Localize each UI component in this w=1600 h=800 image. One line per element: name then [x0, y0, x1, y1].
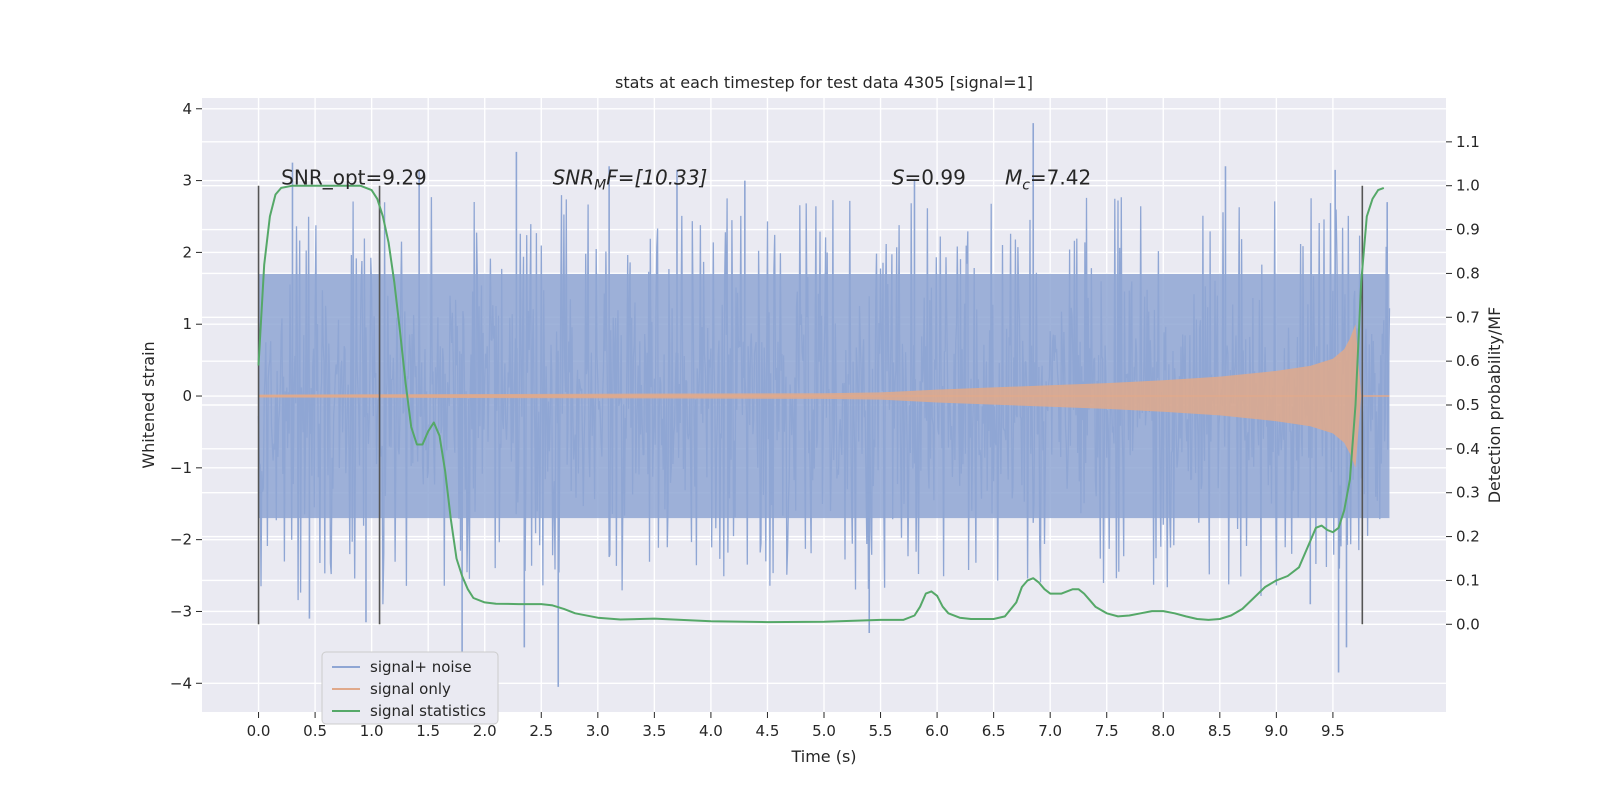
annotation-mc-subscript: c [1022, 178, 1030, 194]
annotation-s: S=0.99 [892, 166, 966, 190]
y-right-tick-label: 0.4 [1456, 440, 1480, 458]
annotation-s-value: =0.99 [905, 166, 966, 190]
x-tick-label: 8.5 [1208, 722, 1232, 740]
y-tick-label: 2 [182, 243, 192, 261]
legend-label: signal+ noise [370, 658, 472, 676]
tick-labels: 0.0 0.5 1.0 1.5 2.0 2.5 3.0 3.5 4.0 4.5 5.0 5.5 6.0 6… [170, 100, 1480, 740]
x-tick-label: 1.5 [416, 722, 440, 740]
annotation-mc: Mc=7.42 [1005, 166, 1091, 194]
x-tick-label: 0.0 [247, 722, 271, 740]
x-tick-label: 5.5 [869, 722, 893, 740]
y-right-tick-label: 1.1 [1456, 133, 1480, 151]
x-tick-label: 2.5 [529, 722, 553, 740]
y-tick-label: 3 [182, 172, 192, 190]
x-tick-label: 6.0 [925, 722, 949, 740]
annotation-snr-opt: SNR_opt=9.29 [281, 166, 427, 190]
y-tick-label: 1 [182, 315, 192, 333]
legend-box [321, 651, 499, 725]
y-tick-label: −4 [170, 674, 192, 692]
series-signal-statistics [257, 184, 1385, 624]
y-tick-label: −1 [170, 459, 192, 477]
x-tick-label: 3.0 [586, 722, 610, 740]
y-right-tick-label: 0.7 [1456, 308, 1480, 326]
y-right-tick-label: 0.6 [1456, 352, 1480, 370]
annotation-snr-mf: SNRMF=[10.33] [553, 166, 708, 194]
y-axis-label: Whitened strain [139, 341, 158, 468]
x-tick-label: 9.5 [1321, 722, 1345, 740]
x-tick-label: 8.0 [1151, 722, 1175, 740]
annotation-snr-mf-value: F=[10.33] [606, 166, 707, 190]
x-tick-label: 7.5 [1095, 722, 1119, 740]
annotation-s-symbol: S [892, 166, 905, 190]
y-right-tick-label: 1.0 [1456, 177, 1480, 195]
x-tick-label: 4.5 [756, 722, 780, 740]
legend: signal+ noise signal only signal statistic… [321, 651, 499, 725]
x-tick-label: 2.0 [473, 722, 497, 740]
x-tick-label: 5.0 [812, 722, 836, 740]
y-right-tick-label: 0.5 [1456, 396, 1480, 414]
y-right-tick-label: 0.8 [1456, 264, 1480, 282]
annotation-mc-value: =7.42 [1030, 166, 1091, 190]
series-signal-only [258, 324, 1390, 468]
annotation-snr-mf-symbol: SNR [553, 166, 595, 190]
legend-label: signal only [370, 680, 451, 698]
y-right-tick-label: 0.3 [1456, 484, 1480, 502]
annotation-snr-mf-subscript: M [594, 178, 606, 194]
y-axis-right-label: Detection probability/MF [1485, 307, 1504, 504]
x-tick-label: 7.0 [1038, 722, 1062, 740]
y-tick-label: 4 [182, 100, 192, 118]
x-tick-label: 6.5 [982, 722, 1006, 740]
x-tick-label: 3.5 [642, 722, 666, 740]
chart-title: stats at each timestep for test data 430… [615, 73, 1033, 92]
annotation-mc-symbol: M [1005, 166, 1022, 190]
legend-label: signal statistics [370, 702, 486, 720]
y-right-tick-label: 0.2 [1456, 528, 1480, 546]
x-tick-label: 0.5 [303, 722, 327, 740]
x-tick-label: 9.0 [1264, 722, 1288, 740]
y-tick-label: −2 [170, 531, 192, 549]
series-line-signal-statistics [257, 184, 1385, 624]
x-tick-label: 1.0 [360, 722, 384, 740]
x-tick-label: 4.0 [699, 722, 723, 740]
y-tick-label: 0 [182, 387, 192, 405]
y-tick-label: −3 [170, 602, 192, 620]
y-right-tick-label: 0.1 [1456, 571, 1480, 589]
y-right-tick-label: 0.0 [1456, 615, 1480, 633]
x-axis-label: Time (s) [790, 747, 856, 766]
y-right-tick-label: 0.9 [1456, 221, 1480, 239]
